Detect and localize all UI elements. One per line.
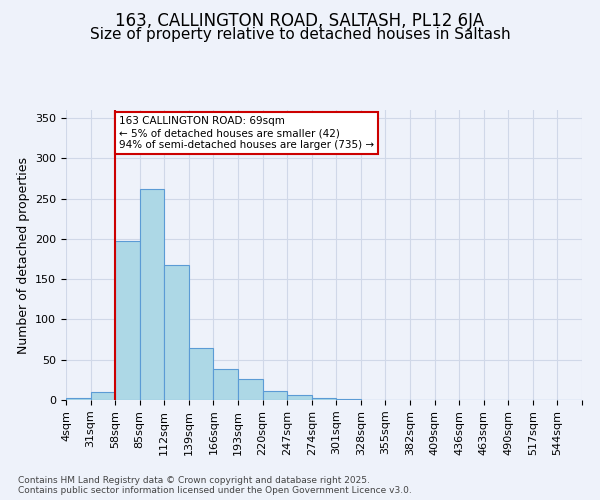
Text: Contains HM Land Registry data © Crown copyright and database right 2025.
Contai: Contains HM Land Registry data © Crown c… — [18, 476, 412, 495]
Y-axis label: Number of detached properties: Number of detached properties — [17, 156, 29, 354]
Bar — [287, 395, 312, 400]
Bar — [189, 348, 214, 400]
Bar — [336, 399, 361, 400]
Bar — [115, 242, 140, 400]
Bar — [66, 398, 91, 400]
Bar — [91, 392, 115, 400]
Text: 163 CALLINGTON ROAD: 69sqm
← 5% of detached houses are smaller (42)
94% of semi-: 163 CALLINGTON ROAD: 69sqm ← 5% of detac… — [119, 116, 374, 150]
Text: Size of property relative to detached houses in Saltash: Size of property relative to detached ho… — [89, 28, 511, 42]
Bar — [164, 264, 189, 400]
Text: 163, CALLINGTON ROAD, SALTASH, PL12 6JA: 163, CALLINGTON ROAD, SALTASH, PL12 6JA — [115, 12, 485, 30]
Bar — [238, 379, 263, 400]
Bar — [263, 391, 287, 400]
Bar — [214, 370, 238, 400]
Bar — [140, 189, 164, 400]
Bar — [312, 398, 336, 400]
